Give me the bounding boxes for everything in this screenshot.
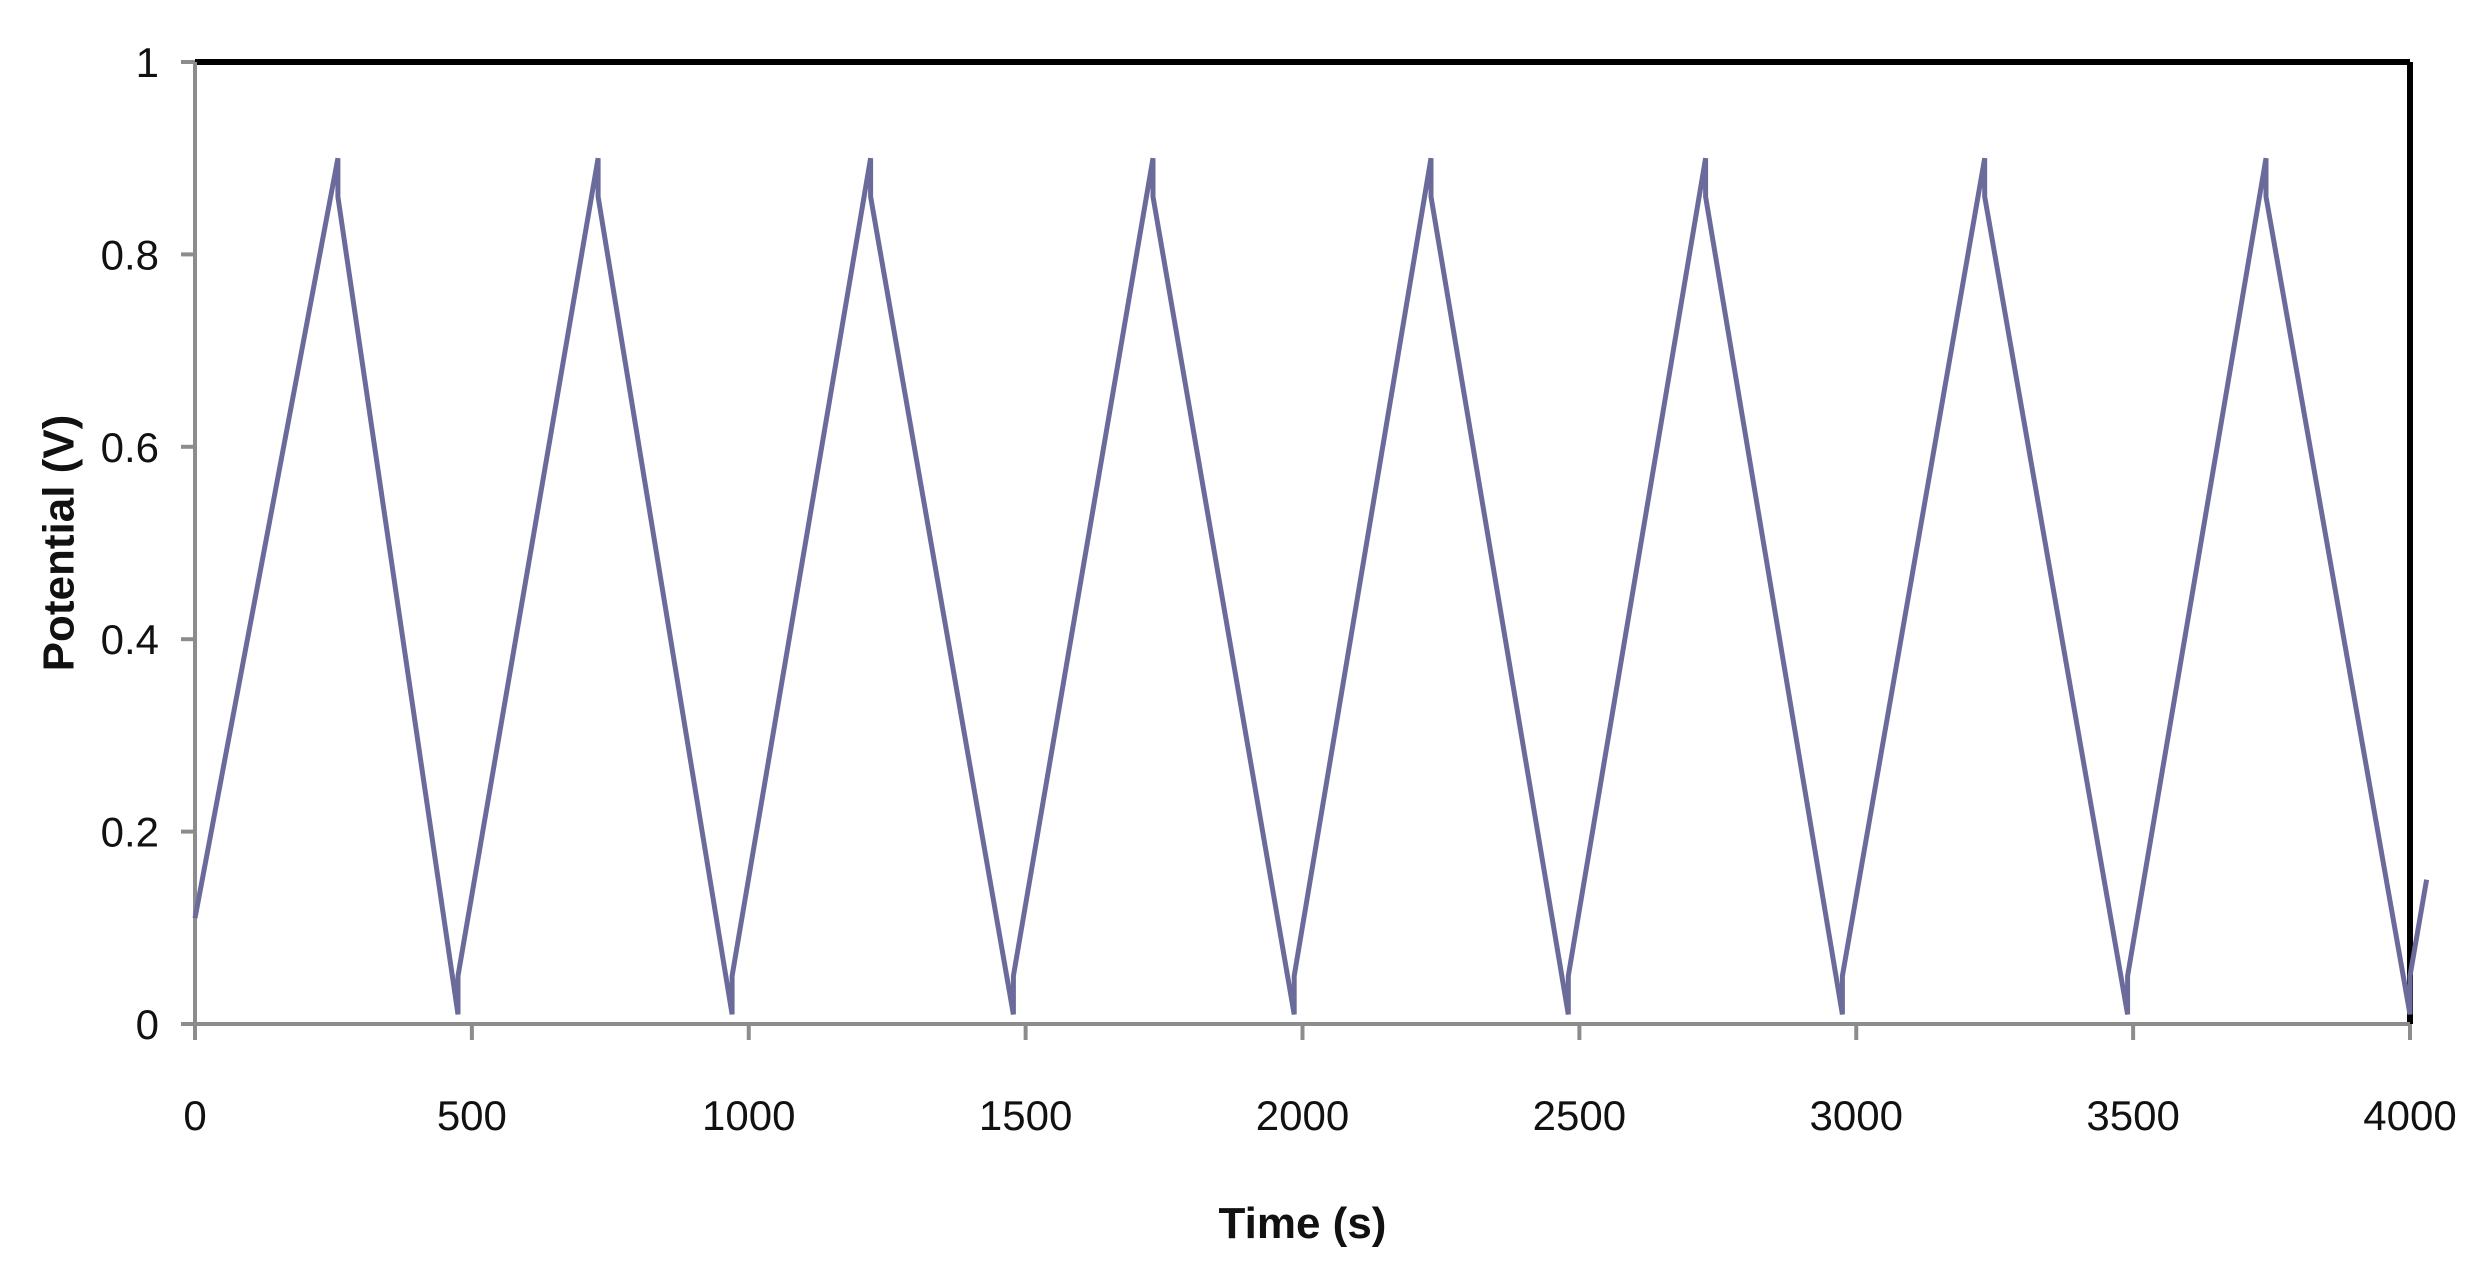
- series-line: [192, 157, 2430, 1015]
- x-tick-label: 1000: [702, 1092, 795, 1139]
- x-axis-ticks: 0 500 1000 1500 2000 2500 3000 3500 4000: [183, 1024, 2457, 1139]
- x-tick-label: 500: [437, 1092, 507, 1139]
- x-tick-label: 0: [183, 1092, 206, 1139]
- series-group: [192, 157, 2430, 1015]
- y-tick-label: 0.6: [101, 424, 159, 471]
- y-tick-label: 0: [136, 1001, 159, 1048]
- plot-area: [193, 59, 2413, 1026]
- x-tick-label: 1500: [979, 1092, 1072, 1139]
- y-axis-title: Potential (V): [35, 415, 84, 672]
- x-tick-label: 2000: [1256, 1092, 1349, 1139]
- x-axis-title: Time (s): [1219, 1199, 1387, 1248]
- y-tick-label: 0.4: [101, 616, 159, 663]
- y-axis-ticks: 0 0.2 0.4 0.6 0.8 1: [101, 39, 195, 1048]
- y-tick-label: 0.8: [101, 231, 159, 278]
- y-tick-label: 1: [136, 39, 159, 86]
- x-tick-label: 4000: [2363, 1092, 2456, 1139]
- x-tick-label: 2500: [1533, 1092, 1626, 1139]
- x-tick-label: 3000: [1810, 1092, 1903, 1139]
- x-tick-label: 3500: [2086, 1092, 2179, 1139]
- y-tick-label: 0.2: [101, 809, 159, 856]
